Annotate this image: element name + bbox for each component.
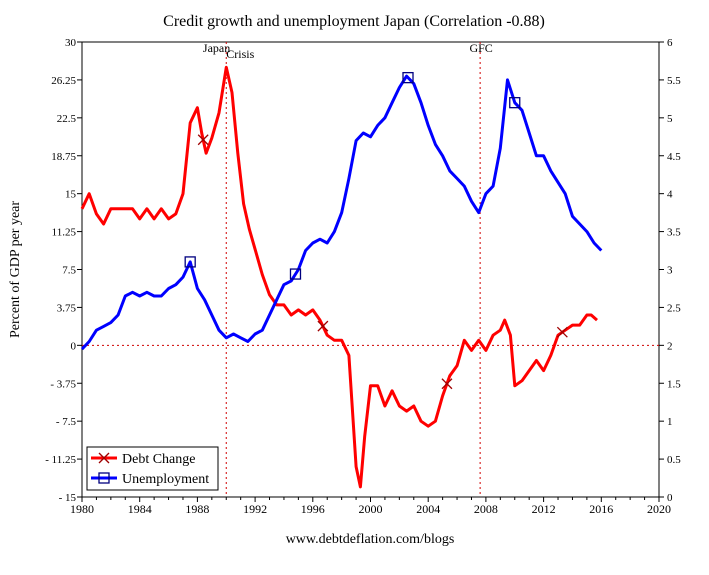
legend-unemployment-marker xyxy=(98,472,110,484)
x-tick-label: 2016 xyxy=(589,502,613,516)
y2-tick-label: 5.5 xyxy=(667,75,681,87)
debt-change-marker xyxy=(441,378,453,390)
annotation-gfc: GFC xyxy=(469,41,492,55)
legend: Debt Change Unemployment xyxy=(86,446,219,491)
y-tick-label: 30 xyxy=(65,37,77,49)
legend-debt-change-marker xyxy=(98,452,110,464)
y-tick-label: 0 xyxy=(71,340,77,352)
x-tick-label: 2004 xyxy=(416,502,440,516)
x-tick-label: 2012 xyxy=(532,502,556,516)
y2-tick-label: 3 xyxy=(667,265,673,277)
y-tick-label: 22.5 xyxy=(57,113,77,125)
y2-tick-label: 5 xyxy=(667,113,673,125)
plot-frame xyxy=(81,41,660,498)
annotation-japan: Japan xyxy=(203,41,230,55)
x-tick-label: 1992 xyxy=(243,502,267,516)
unemployment-marker xyxy=(289,268,302,280)
y2-tick-label: 4.5 xyxy=(667,151,681,163)
legend-unemployment-label: Unemployment xyxy=(122,472,209,487)
y2-tick-label: 0.5 xyxy=(667,454,681,466)
chart-title: Credit growth and unemployment Japan (Co… xyxy=(163,13,545,30)
plot-area: 1980 1984 1988 1992 1996 2000 2004 2008 2012 2016… xyxy=(45,37,681,516)
y-tick-label: - 3.75 xyxy=(50,378,76,390)
y2-tick-label: 6 xyxy=(667,37,673,49)
y-tick-label: 11.25 xyxy=(52,227,77,239)
y2-tick-label: 1 xyxy=(667,416,673,428)
x-tick-label: 1996 xyxy=(301,502,325,516)
y2-tick-label: 4 xyxy=(667,189,673,201)
debt-change-marker-stroke xyxy=(197,134,209,146)
debt-change-marker xyxy=(317,320,329,332)
x-tick-label: 1988 xyxy=(185,502,209,516)
y-tick-label: 7.5 xyxy=(62,265,76,277)
y-tick-label: - 15 xyxy=(59,492,77,504)
y-tick-label: 26.25 xyxy=(51,75,76,87)
y-axis-label: Percent of GDP per year xyxy=(8,201,23,338)
footer-url[interactable]: www.debtdeflation.com/blogs xyxy=(286,532,455,547)
unemployment-marker xyxy=(184,256,196,268)
debt-change-marker-stroke xyxy=(317,320,329,332)
y2-tick-label: 0 xyxy=(667,492,673,504)
debt-change-marker-stroke xyxy=(441,378,453,390)
unemployment-marker xyxy=(509,97,521,109)
y-tick-label: - 7.5 xyxy=(56,416,77,428)
x-tick-label: 1984 xyxy=(128,502,152,516)
unemployment-marker xyxy=(402,71,414,84)
x-tick-label: 2008 xyxy=(474,502,498,516)
legend-debt-change-label: Debt Change xyxy=(122,452,195,467)
debt-change-marker xyxy=(556,326,568,338)
y-tick-label: 3.75 xyxy=(57,302,77,314)
annotation-crisis: Crisis xyxy=(226,47,254,61)
x-tick-label: 1980 xyxy=(70,502,94,516)
y-tick-label: - 11.25 xyxy=(45,454,76,466)
x-tick-label: 2020 xyxy=(647,502,671,516)
y-tick-label: 15 xyxy=(65,189,77,201)
y-tick-label: 18.75 xyxy=(51,151,76,163)
y2-tick-label: 2 xyxy=(667,340,673,352)
debt-change-marker-stroke xyxy=(556,326,568,338)
unemployment-line xyxy=(80,74,603,351)
debt-change-marker xyxy=(197,134,209,146)
debt-change-line xyxy=(80,65,598,489)
x-tick-label: 2000 xyxy=(359,502,383,516)
y2-tick-label: 3.5 xyxy=(667,227,681,239)
y2-tick-label: 1.5 xyxy=(667,378,681,390)
y2-tick-label: 2.5 xyxy=(667,302,681,314)
